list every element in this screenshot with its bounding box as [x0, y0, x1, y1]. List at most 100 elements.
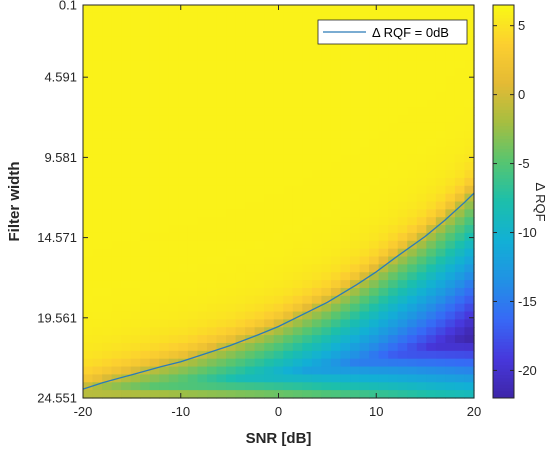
heatmap-cell [340, 303, 351, 313]
heatmap-cell [102, 107, 113, 116]
heatmap-cell [235, 154, 246, 163]
heatmap-cell [178, 311, 189, 320]
heatmap-cell [302, 20, 313, 30]
colorbar-strip [493, 276, 514, 281]
colorbar-strip [493, 139, 514, 144]
heatmap-cell [159, 5, 170, 14]
heatmap-cell [140, 374, 151, 383]
heatmap-cell [140, 91, 151, 100]
colorbar-strip [493, 37, 514, 42]
heatmap-cell [130, 390, 141, 399]
heatmap-cell [464, 303, 475, 313]
heatmap-cell [340, 201, 351, 210]
colorbar-strip [493, 381, 514, 386]
heatmap-cell [197, 287, 208, 297]
heatmap-cell [407, 209, 418, 218]
heatmap-cell [445, 374, 456, 383]
heatmap-cell [140, 295, 151, 305]
colorbar-strip [493, 312, 514, 317]
heatmap-cell [149, 170, 160, 179]
colorbar-strip [493, 375, 514, 379]
colorbar-strip [493, 191, 514, 196]
heatmap-cell [245, 374, 256, 383]
heatmap-cell [388, 154, 399, 163]
heatmap-cell [416, 303, 427, 313]
heatmap-cell [83, 240, 94, 250]
heatmap-cell [273, 209, 284, 218]
heatmap-cell [426, 240, 437, 250]
colorbar-strip [493, 142, 514, 147]
heatmap-cell [454, 295, 466, 305]
heatmap-cell [245, 177, 256, 187]
heatmap-cell [178, 319, 189, 328]
heatmap-cell [283, 115, 294, 124]
heatmap-cell [245, 146, 256, 155]
heatmap-cell [226, 162, 237, 171]
heatmap-cell [168, 248, 179, 258]
colorbar-strip [493, 286, 514, 291]
heatmap-cell [321, 170, 332, 179]
heatmap-cell [111, 67, 122, 77]
heatmap-cell [426, 382, 437, 391]
colorbar-strip [493, 253, 514, 258]
heatmap-cell [407, 107, 418, 116]
heatmap-cell [102, 122, 113, 132]
heatmap-cell [121, 5, 132, 14]
heatmap-cell [216, 162, 227, 171]
heatmap-cell [350, 303, 361, 313]
heatmap-cell [140, 225, 151, 234]
heatmap-cell [416, 319, 427, 328]
heatmap-cell [121, 327, 132, 336]
heatmap-cell [102, 287, 113, 297]
heatmap-cell [216, 287, 227, 297]
heatmap-cell [264, 28, 275, 38]
heatmap-cell [407, 272, 418, 281]
heatmap-cell [254, 28, 265, 38]
heatmap-cell [187, 60, 199, 69]
heatmap-cell [273, 170, 284, 179]
heatmap-cell [330, 358, 342, 368]
heatmap-cell [283, 240, 294, 250]
heatmap-cell [206, 91, 218, 100]
heatmap-cell [292, 185, 303, 195]
heatmap-cell [340, 280, 351, 289]
heatmap-cell [397, 83, 408, 93]
heatmap-cell [197, 146, 208, 155]
heatmap-cell [159, 107, 170, 116]
heatmap-cell [216, 193, 227, 203]
heatmap-cell [264, 240, 275, 250]
heatmap-cell [159, 83, 170, 93]
heatmap-cell [226, 99, 237, 108]
heatmap-cell [426, 115, 437, 124]
heatmap-cell [264, 20, 275, 30]
colorbar-strip [493, 345, 514, 350]
heatmap-cell [321, 154, 332, 163]
heatmap-cell [102, 177, 113, 187]
heatmap-cell [330, 342, 342, 352]
heatmap-cell [407, 350, 418, 360]
heatmap-cell [197, 248, 208, 258]
heatmap-cell [321, 75, 332, 85]
heatmap-cell [350, 12, 361, 22]
heatmap-cell [149, 342, 160, 352]
heatmap-cell [130, 83, 141, 93]
heatmap-cell [445, 295, 456, 305]
heatmap-cell [111, 75, 122, 85]
heatmap-cell [254, 122, 265, 132]
heatmap-cell [216, 44, 227, 53]
heatmap-cell [464, 44, 475, 53]
legend-entry: Δ RQF = 0dB [372, 25, 449, 40]
heatmap-cell [235, 209, 246, 218]
heatmap-cell [407, 75, 418, 85]
heatmap-cell [359, 5, 370, 14]
heatmap-cell [111, 358, 122, 368]
heatmap-cell [178, 12, 189, 22]
heatmap-cell [321, 327, 332, 336]
heatmap-cell [130, 295, 141, 305]
heatmap-cell [102, 91, 113, 100]
heatmap-cell [359, 311, 370, 320]
heatmap-cell [102, 36, 113, 45]
heatmap-cell [245, 240, 256, 250]
heatmap-cell [159, 52, 170, 61]
heatmap-cell [102, 138, 113, 148]
